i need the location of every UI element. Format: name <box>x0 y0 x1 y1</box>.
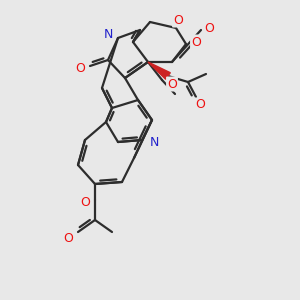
Text: O: O <box>80 196 90 208</box>
Text: O: O <box>204 22 214 34</box>
Text: O: O <box>167 77 177 91</box>
Text: O: O <box>191 35 201 49</box>
Text: O: O <box>195 98 205 112</box>
Text: N: N <box>149 136 159 148</box>
Text: O: O <box>75 61 85 74</box>
Polygon shape <box>148 62 170 79</box>
Text: N: N <box>103 28 113 40</box>
Text: O: O <box>63 232 73 244</box>
Text: O: O <box>173 14 183 26</box>
